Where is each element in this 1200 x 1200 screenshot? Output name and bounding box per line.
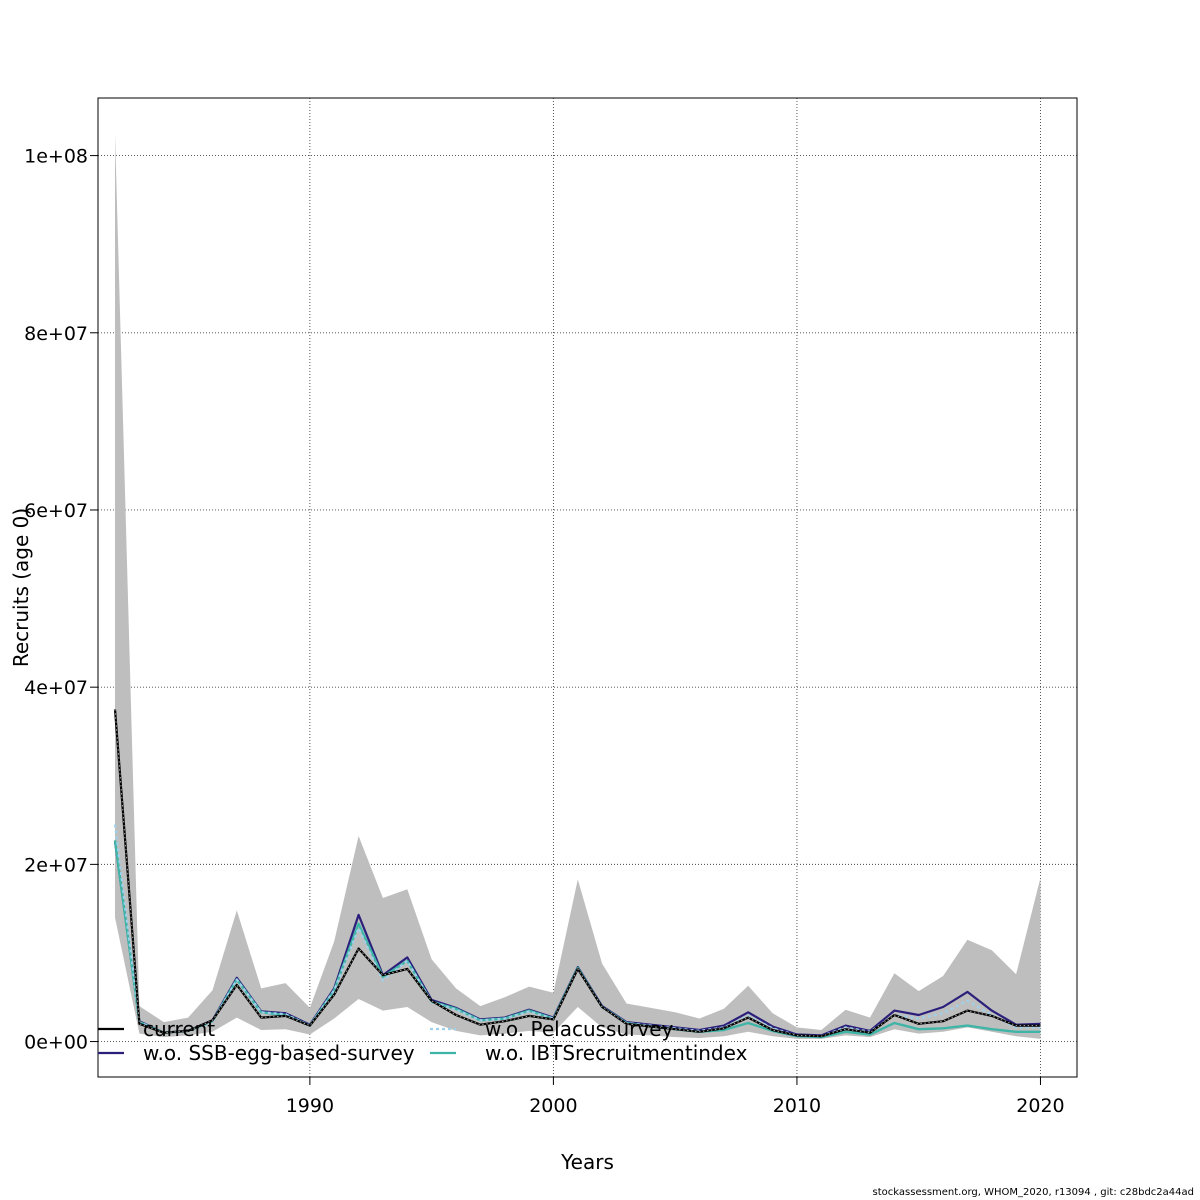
y-axis: 0e+00 2e+07 4e+07 6e+07 8e+07 1e+08 — [24, 146, 98, 1054]
y-tick-label: 0e+00 — [24, 1032, 88, 1054]
legend-label: w.o. Pelacussurvey — [485, 1017, 673, 1041]
x-axis: 1990 2000 2010 2020 — [286, 1077, 1065, 1117]
legend-label: w.o. SSB-egg-based-survey — [143, 1041, 415, 1065]
y-tick-label: 6e+07 — [24, 500, 88, 522]
confidence-band — [115, 133, 1041, 1039]
y-tick-label: 1e+08 — [24, 146, 88, 168]
grid-layer — [98, 98, 1077, 1077]
x-tick-label: 2000 — [529, 1095, 577, 1117]
y-tick-label: 4e+07 — [24, 677, 88, 699]
series-layer — [113, 709, 1041, 1039]
series-line-current-overlay — [114, 709, 1041, 1037]
x-tick-label: 2020 — [1016, 1095, 1064, 1117]
x-tick-label: 2010 — [773, 1095, 821, 1117]
y-axis-title: Recruits (age 0) — [9, 508, 33, 667]
footer-credit: stockassessment.org, WHOM_2020, r13094 ,… — [872, 1187, 1194, 1198]
x-tick-label: 1990 — [286, 1095, 334, 1117]
legend-label: w.o. IBTSrecruitmentindex — [485, 1041, 748, 1065]
plot-frame — [97, 97, 1078, 1078]
legend-label: current — [143, 1017, 215, 1041]
x-axis-title: Years — [560, 1150, 614, 1174]
y-tick-label: 2e+07 — [24, 854, 88, 876]
series-line-w-o-pelacussurvey — [113, 824, 1041, 1038]
confidence-band-layer — [115, 133, 1041, 1039]
y-tick-label: 8e+07 — [24, 323, 88, 345]
